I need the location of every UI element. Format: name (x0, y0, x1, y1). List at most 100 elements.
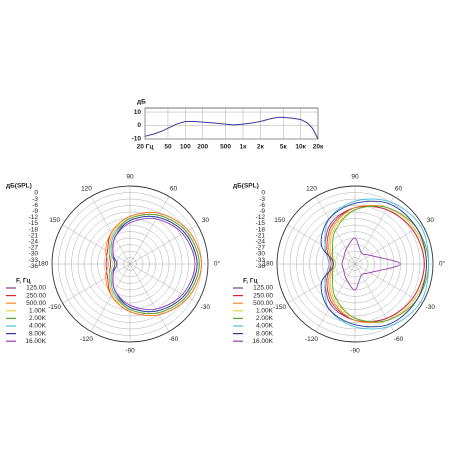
legend-title: F, Гц (16, 278, 31, 285)
r-tick-label: -36 (29, 263, 39, 270)
grid-spoke (90, 263, 131, 332)
legend-label: 250.00 (26, 292, 46, 299)
grid-spoke (62, 224, 131, 265)
r-tick-label: -27 (256, 245, 266, 252)
r-tick-label: -9 (259, 208, 265, 215)
theta-tick-label: -30 (426, 304, 436, 311)
r-axis-label: дБ(SPL) (6, 183, 32, 190)
y-axis-label: дБ (137, 99, 146, 106)
r-tick-label: -33 (256, 257, 266, 264)
polar-curve (112, 215, 198, 313)
theta-tick-label: -30 (201, 304, 211, 311)
grid-spoke (129, 196, 170, 265)
r-tick-label: 0 (34, 190, 38, 197)
r-tick-label: -30 (256, 251, 266, 258)
x-tick-label: 1к (240, 144, 248, 151)
r-tick-label: 0 (261, 190, 265, 197)
theta-tick-label: 120 (81, 185, 92, 192)
legend-label: 2.00K (256, 315, 274, 322)
legend-label: 1.00K (29, 308, 47, 315)
legend-label: 2.00K (29, 315, 47, 322)
r-tick-label: -3 (32, 196, 38, 203)
response-line (144, 116, 319, 140)
x-tick-label: 500 (220, 144, 231, 151)
theta-tick-label: -150 (273, 304, 286, 311)
r-tick-label: -24 (29, 239, 39, 246)
theta-tick-label: -120 (80, 336, 93, 343)
legend-label: 4.00K (256, 323, 274, 330)
theta-tick-label: 180 (263, 261, 274, 268)
polar-curve (112, 217, 196, 311)
r-tick-label: -36 (256, 263, 266, 270)
legend-label: 8.00K (256, 330, 274, 337)
y-tick-label: 10 (134, 109, 142, 116)
r-tick-label: -24 (256, 239, 266, 246)
r-axis-label: дБ(SPL) (233, 183, 259, 190)
theta-tick-label: 60 (170, 185, 178, 192)
legend-label: 500.00 (26, 300, 46, 307)
x-tick-label: 2к (257, 144, 265, 151)
x-tick-label: 5к (280, 144, 288, 151)
theta-tick-label: 30 (427, 217, 435, 224)
r-tick-label: -12 (29, 214, 39, 221)
theta-tick-label: 90 (351, 174, 359, 181)
legend-label: 16.00K (25, 338, 46, 345)
r-tick-label: -3 (259, 196, 265, 203)
theta-tick-label: 30 (202, 217, 210, 224)
grid-spoke (90, 196, 131, 265)
x-tick-label: 20к (313, 144, 324, 151)
r-tick-label: -18 (256, 226, 266, 233)
r-tick-label: -6 (259, 202, 265, 209)
legend-label: 125.00 (253, 285, 273, 292)
grid-spoke (129, 263, 170, 332)
x-tick-label: 50 (164, 144, 172, 151)
r-tick-label: -21 (29, 232, 39, 239)
polar-curve (341, 237, 401, 291)
x-tick-label: 200 (197, 144, 208, 151)
legend-label: 1.00K (256, 308, 274, 315)
theta-tick-label: 90 (126, 174, 134, 181)
theta-tick-label: -60 (394, 336, 404, 343)
legend-label: 250.00 (253, 292, 273, 299)
theta-tick-label: 120 (306, 185, 317, 192)
polar-curve (320, 200, 427, 328)
polar-curve (105, 211, 202, 317)
grid-spoke (354, 224, 423, 265)
legend-label: 125.00 (26, 285, 46, 292)
theta-tick-label: -150 (48, 304, 61, 311)
r-tick-label: -18 (29, 226, 39, 233)
legend-title: F, Гц (243, 278, 258, 285)
theta-tick-label: 0° (439, 260, 446, 268)
r-tick-label: -33 (29, 257, 39, 264)
theta-tick-label: 0° (214, 260, 221, 268)
r-tick-label: -21 (256, 232, 266, 239)
theta-tick-label: -90 (350, 348, 360, 355)
theta-tick-label: 60 (395, 185, 403, 192)
legend-label: 500.00 (253, 300, 273, 307)
polar-curve (326, 205, 425, 323)
grid-spoke (62, 263, 131, 304)
x-tick-label: 20 Гц (137, 144, 154, 151)
theta-tick-label: 180 (38, 261, 49, 268)
theta-tick-label: 150 (274, 217, 285, 224)
x-tick-label: 10к (295, 144, 306, 151)
theta-tick-label: -60 (169, 336, 179, 343)
grid-spoke (129, 263, 198, 304)
x-tick-label: 100 (180, 144, 191, 151)
y-tick-label: -10 (132, 136, 142, 143)
r-tick-label: -15 (256, 220, 266, 227)
r-tick-label: -15 (29, 220, 39, 227)
r-tick-label: -30 (29, 251, 39, 258)
grid-spoke (129, 224, 198, 265)
plot-frame (144, 107, 319, 140)
theta-tick-label: 150 (49, 217, 60, 224)
r-tick-label: -6 (32, 202, 38, 209)
theta-tick-label: -90 (125, 348, 135, 355)
legend-label: 4.00K (29, 323, 47, 330)
legend-label: 16.00K (252, 338, 273, 345)
r-tick-label: -12 (256, 214, 266, 221)
y-tick-label: 0 (137, 122, 141, 129)
legend-label: 8.00K (29, 330, 47, 337)
r-tick-label: -9 (32, 208, 38, 215)
